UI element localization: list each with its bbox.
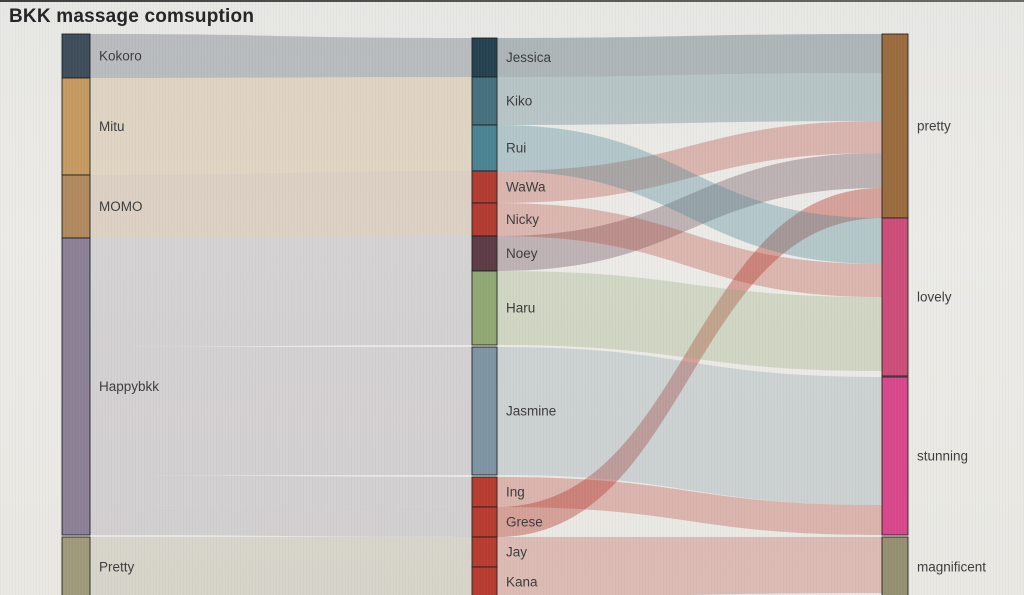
node-left-momo[interactable]	[61, 174, 91, 239]
node-label-mid-jessica: Jessica	[506, 50, 552, 65]
link-haru-lovely[interactable]	[497, 271, 882, 371]
link-pretty-shop-kana[interactable]	[90, 566, 472, 595]
link-noey-pretty[interactable]	[497, 153, 882, 271]
node-mid-jay[interactable]	[471, 536, 498, 568]
screen-top-edge-line	[0, 0, 1024, 2]
node-mid-kana[interactable]	[471, 566, 498, 595]
node-label-right-magnificent: magnificent	[917, 560, 986, 575]
node-label-left-happybkk: Happybkk	[99, 379, 159, 394]
node-left-mitu[interactable]	[61, 77, 91, 176]
node-mid-wawa[interactable]	[471, 170, 498, 204]
link-wawa-pretty[interactable]	[497, 121, 882, 203]
node-right-stunning[interactable]	[881, 376, 909, 536]
link-momo-nicky[interactable]	[90, 203, 472, 238]
link-jay-magnificent[interactable]	[497, 537, 882, 567]
node-mid-jasmine[interactable]	[471, 346, 498, 476]
node-label-mid-wawa: WaWa	[506, 180, 546, 195]
link-rui-lovely[interactable]	[497, 125, 882, 264]
link-mitu-kiko[interactable]	[90, 77, 472, 128]
node-right-lovely[interactable]	[881, 217, 909, 377]
link-pretty-shop-jay[interactable]	[90, 537, 472, 567]
link-happybkk-grese[interactable]	[90, 505, 472, 537]
node-left-kokoro[interactable]	[61, 33, 91, 79]
link-grese-pretty[interactable]	[497, 188, 882, 537]
node-label-left-kokoro: Kokoro	[99, 49, 142, 64]
node-mid-haru[interactable]	[471, 270, 498, 346]
node-label-left-momo: MOMO	[99, 199, 143, 214]
link-kana-magnificent[interactable]	[497, 565, 882, 595]
link-kiko-pretty[interactable]	[497, 73, 882, 125]
node-label-left-pretty-shop: Pretty	[99, 560, 135, 575]
node-label-right-stunning: stunning	[917, 449, 968, 464]
node-mid-kiko[interactable]	[471, 76, 498, 126]
node-label-mid-haru: Haru	[506, 301, 535, 316]
link-mitu-rui[interactable]	[90, 125, 472, 175]
node-label-mid-ing: Ing	[506, 485, 525, 500]
link-happybkk-ing[interactable]	[90, 475, 472, 507]
node-mid-noey[interactable]	[471, 235, 498, 272]
node-label-mid-grese: Grese	[506, 515, 543, 530]
link-happybkk-jasmine[interactable]	[90, 347, 472, 475]
node-mid-grese[interactable]	[471, 506, 498, 538]
link-ing-stunning[interactable]	[497, 477, 882, 535]
link-nicky-lovely[interactable]	[497, 203, 882, 297]
node-label-mid-kiko: Kiko	[506, 94, 532, 109]
node-label-mid-jasmine: Jasmine	[506, 404, 556, 419]
node-right-pretty[interactable]	[881, 33, 909, 219]
node-left-pretty-shop[interactable]	[61, 536, 91, 595]
node-label-right-pretty: pretty	[917, 119, 951, 134]
link-happybkk-haru[interactable]	[90, 271, 472, 347]
link-jasmine-stunning[interactable]	[497, 347, 882, 505]
link-kokoro-jessica[interactable]	[90, 34, 472, 78]
node-mid-rui[interactable]	[471, 124, 498, 172]
node-mid-nicky[interactable]	[471, 202, 498, 237]
node-label-mid-noey: Noey	[506, 246, 538, 261]
link-happybkk-noey[interactable]	[90, 236, 472, 273]
node-label-mid-jay: Jay	[506, 545, 527, 560]
node-mid-jessica[interactable]	[471, 37, 498, 78]
node-label-mid-kana: Kana	[506, 575, 538, 590]
link-jessica-pretty[interactable]	[497, 34, 882, 77]
page-title: BKK massage comsuption	[9, 6, 255, 27]
node-label-left-mitu: Mitu	[99, 119, 125, 134]
node-label-mid-rui: Rui	[506, 141, 526, 156]
node-right-magnificent[interactable]	[881, 536, 909, 595]
link-momo-wawa[interactable]	[90, 171, 472, 207]
node-left-happybkk[interactable]	[61, 237, 91, 536]
node-mid-ing[interactable]	[471, 476, 498, 508]
node-label-mid-nicky: Nicky	[506, 212, 539, 227]
node-label-right-lovely: lovely	[917, 290, 952, 305]
